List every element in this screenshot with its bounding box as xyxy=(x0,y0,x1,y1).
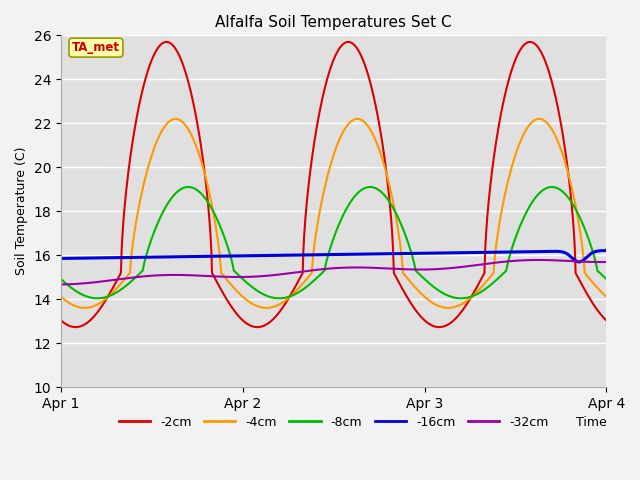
Legend: -2cm, -4cm, -8cm, -16cm, -32cm: -2cm, -4cm, -8cm, -16cm, -32cm xyxy=(114,410,554,433)
Text: TA_met: TA_met xyxy=(72,41,120,54)
X-axis label: Time: Time xyxy=(575,416,606,429)
Y-axis label: Soil Temperature (C): Soil Temperature (C) xyxy=(15,147,28,276)
Title: Alfalfa Soil Temperatures Set C: Alfalfa Soil Temperatures Set C xyxy=(216,15,452,30)
